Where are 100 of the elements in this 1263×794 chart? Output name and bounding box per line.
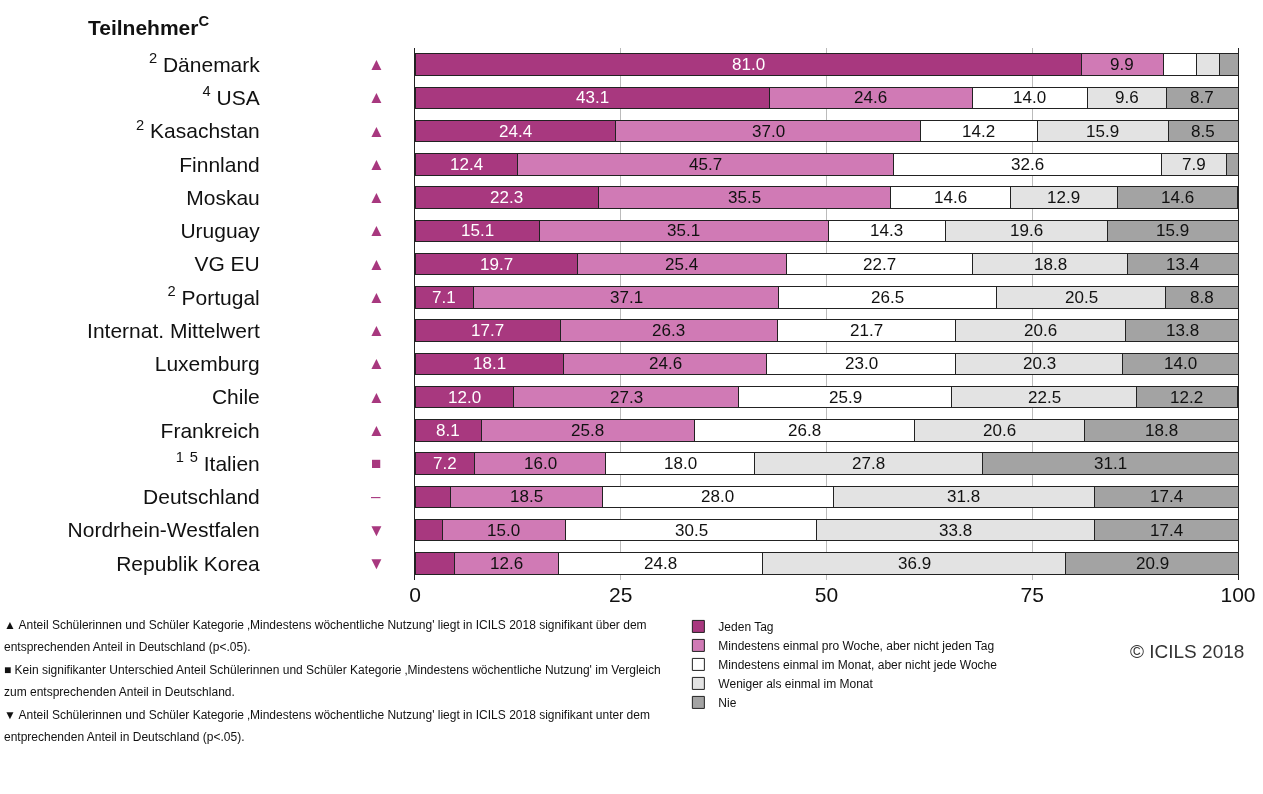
- data-label: 24.6: [649, 354, 683, 373]
- data-label: 8.8: [1190, 288, 1214, 307]
- y-tick-label: $^{2}$ Dänemark: [148, 50, 261, 76]
- x-tick-label: 100: [1220, 583, 1256, 606]
- text: ▼: [368, 554, 385, 573]
- y-tick-label: VG EU: [194, 252, 260, 276]
- data-label: 35.5: [728, 188, 762, 207]
- data-label: 17.4: [1150, 521, 1184, 540]
- text: –: [371, 487, 381, 506]
- text: Teilnehmer$^{C}$: [88, 12, 210, 39]
- data-label: 22.3: [490, 188, 524, 207]
- data-label: 15.0: [487, 521, 521, 540]
- data-label: 12.9: [1047, 188, 1081, 207]
- data-label: 20.9: [1136, 554, 1170, 573]
- data-label: 7.9: [1182, 155, 1206, 174]
- data-label: 32.6: [1011, 155, 1045, 174]
- data-label: 8.7: [1190, 88, 1214, 107]
- data-label: 9.9: [1110, 55, 1134, 74]
- data-label: 35.1: [667, 221, 701, 240]
- y-tick-label: $^{2}$ Portugal: [167, 282, 260, 309]
- y-tick-label: Moskau: [186, 185, 260, 209]
- data-label: 14.2: [962, 122, 996, 141]
- data-label: 20.3: [1023, 354, 1057, 373]
- x-tick-label: 0: [409, 583, 421, 606]
- data-label: 26.3: [652, 321, 686, 340]
- data-label: 27.3: [610, 388, 644, 407]
- data-label: 14.6: [934, 188, 968, 207]
- data-label: 8.1: [436, 421, 460, 440]
- data-label: 31.8: [947, 487, 981, 506]
- data-label: 20.6: [983, 421, 1017, 440]
- data-label: 14.6: [1161, 188, 1195, 207]
- y-tick-label: Uruguay: [180, 219, 261, 243]
- text: ▲: [368, 55, 385, 74]
- data-label: 17.7: [471, 321, 505, 340]
- data-label: 21.7: [850, 321, 884, 340]
- text: © ICILS 2018: [1130, 641, 1245, 662]
- data-label: 31.1: [1094, 454, 1128, 473]
- y-tick-label: Internat. Mittelwert: [87, 318, 260, 342]
- data-label: 19.6: [1010, 221, 1044, 240]
- text: ▲: [368, 221, 385, 240]
- data-label: 12.6: [490, 554, 524, 573]
- y-tick-label: $^{4}$ USA: [202, 83, 260, 110]
- data-label: 13.4: [1166, 255, 1200, 274]
- text: ▲: [368, 321, 385, 340]
- data-label: 28.0: [701, 487, 735, 506]
- x-tick-label: 75: [1020, 583, 1044, 606]
- text: ▲: [368, 288, 385, 307]
- text: ▼ Anteil Schülerinnen und Schüler Kategorie ‚Mindestens wöchentliche Nutzung' liegt in ICILS 2018 signifikant unter dem entprechenden Anteil in Deutschland (p<.05).: [4, 707, 651, 746]
- data-label: 22.7: [863, 255, 897, 274]
- text: ■: [371, 454, 382, 473]
- text: ▲: [368, 88, 385, 107]
- data-label: 37.1: [610, 288, 644, 307]
- data-label: 19.7: [480, 255, 514, 274]
- legend-label: Mindestens einmal im Monat, aber nicht jede Woche: [718, 658, 998, 673]
- y-tick-label: Republik Korea: [116, 551, 261, 575]
- text: ▲: [368, 388, 385, 407]
- data-label: 15.9: [1086, 122, 1120, 141]
- data-label: 18.8: [1034, 255, 1068, 274]
- data-label: 24.4: [499, 122, 533, 141]
- data-label: 33.8: [939, 521, 973, 540]
- data-label: 7.2: [433, 454, 457, 473]
- text: ▲: [368, 188, 385, 207]
- data-label: 20.5: [1065, 288, 1099, 307]
- data-label: 18.1: [473, 354, 507, 373]
- legend-label: Mindestens einmal pro Woche, aber nicht jeden Tag: [718, 639, 995, 654]
- data-label: 30.5: [675, 521, 709, 540]
- data-label: 24.8: [644, 554, 678, 573]
- text: ▲ Anteil Schülerinnen und Schüler Kategorie ‚Mindestens wöchentliche Nutzung' liegt in ICILS 2018 signifikant über dem entsprechenden Anteil in Deutschland (p<.05).: [4, 617, 648, 656]
- data-label: 18.5: [510, 487, 544, 506]
- data-label: 16.0: [524, 454, 558, 473]
- y-tick-label: Chile: [211, 385, 260, 409]
- y-tick-label: Nordrhein-Westfalen: [67, 518, 260, 542]
- data-label: 12.2: [1170, 388, 1204, 407]
- text: ▲: [368, 354, 385, 373]
- data-label: 45.7: [689, 155, 723, 174]
- y-tick-label: Finnland: [179, 152, 260, 176]
- legend-label: Jeden Tag: [718, 620, 774, 635]
- legend-label: Nie: [718, 696, 737, 711]
- data-label: 17.4: [1150, 487, 1184, 506]
- data-label: 13.8: [1166, 321, 1200, 340]
- legend-label: Weniger als einmal im Monat: [718, 677, 874, 692]
- y-tick-label: Deutschland: [143, 485, 260, 509]
- text: ■ Kein signifikanter Unterschied Anteil Schülerinnen und Schüler Kategorie ‚Mindestens wöchentliche Nutzung' im Vergleich zum entsprechenden Anteil in Deutschland.: [4, 662, 662, 701]
- data-label: 26.8: [788, 421, 822, 440]
- data-label: 22.5: [1028, 388, 1062, 407]
- data-label: 14.0: [1164, 354, 1198, 373]
- data-label: 12.0: [448, 388, 482, 407]
- x-tick-label: 50: [814, 583, 839, 606]
- data-label: 24.6: [854, 88, 888, 107]
- text: ▼: [368, 521, 385, 540]
- data-label: 18.0: [664, 454, 698, 473]
- text: ▲: [368, 155, 385, 174]
- data-label: 25.9: [829, 388, 863, 407]
- data-label: 14.0: [1013, 88, 1047, 107]
- data-label: 14.3: [870, 221, 904, 240]
- data-label: 15.1: [461, 221, 495, 240]
- y-tick-label: Luxemburg: [154, 352, 260, 376]
- data-label: 43.1: [576, 88, 610, 107]
- data-label: 81.0: [732, 55, 766, 74]
- data-label: 27.8: [852, 454, 886, 473]
